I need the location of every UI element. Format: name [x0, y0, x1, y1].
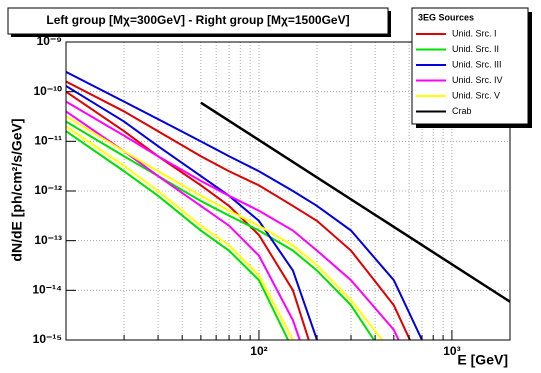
y-tick-label: 10⁻¹²	[34, 183, 62, 197]
legend-label: Unid. Src. V	[452, 90, 500, 100]
spectrum-line	[66, 115, 384, 340]
spectrum-line	[66, 90, 310, 340]
x-tick-label: 10²	[250, 344, 267, 358]
spectrum-line	[66, 120, 376, 340]
y-axis-label: dN/dE [ph/cm²/s/GeV]	[9, 118, 25, 261]
spectrum-line	[66, 130, 290, 340]
legend: Unid. Src. I Unid. Src. II Unid. Src. III U…	[416, 28, 503, 116]
y-tick-label: 10⁻⁹	[37, 34, 62, 48]
x-tick-label: 10³	[443, 344, 460, 358]
x-axis-label: E [GeV]	[457, 352, 508, 368]
curves	[66, 71, 510, 340]
spectrum-line	[66, 85, 318, 340]
spectrum-line	[200, 101, 510, 303]
y-tick-label: 10⁻¹¹	[34, 134, 62, 148]
legend-label: Crab	[452, 106, 472, 116]
y-tick-label: 10⁻¹⁵	[33, 332, 62, 346]
legend-label: Unid. Src. III	[452, 59, 502, 69]
spectrum-line	[66, 71, 423, 340]
title-box	[7, 7, 389, 35]
spectrum-line	[66, 80, 412, 340]
y-tick-label: 10⁻¹⁴	[32, 283, 62, 297]
legend-label: Unid. Src. I	[452, 28, 497, 38]
spectrum-line	[66, 100, 400, 340]
y-tick-label: 10⁻¹⁰	[34, 84, 63, 98]
chart-title: Left group [Mχ=300GeV] - Right group [Mχ…	[46, 13, 349, 27]
y-tick-label: 10⁻¹³	[34, 233, 62, 247]
legend-label: Unid. Src. IV	[452, 75, 503, 85]
axes: 10⁻¹⁵ 10⁻¹⁴ 10⁻¹³ 10⁻¹² 10⁻¹¹ 10⁻¹⁰ 10⁻⁹ 10² 10³	[32, 34, 460, 358]
legend-title: 3EG Sources	[418, 12, 474, 22]
spectrum-line	[66, 125, 294, 340]
legend-label: Unid. Src. II	[452, 44, 499, 54]
